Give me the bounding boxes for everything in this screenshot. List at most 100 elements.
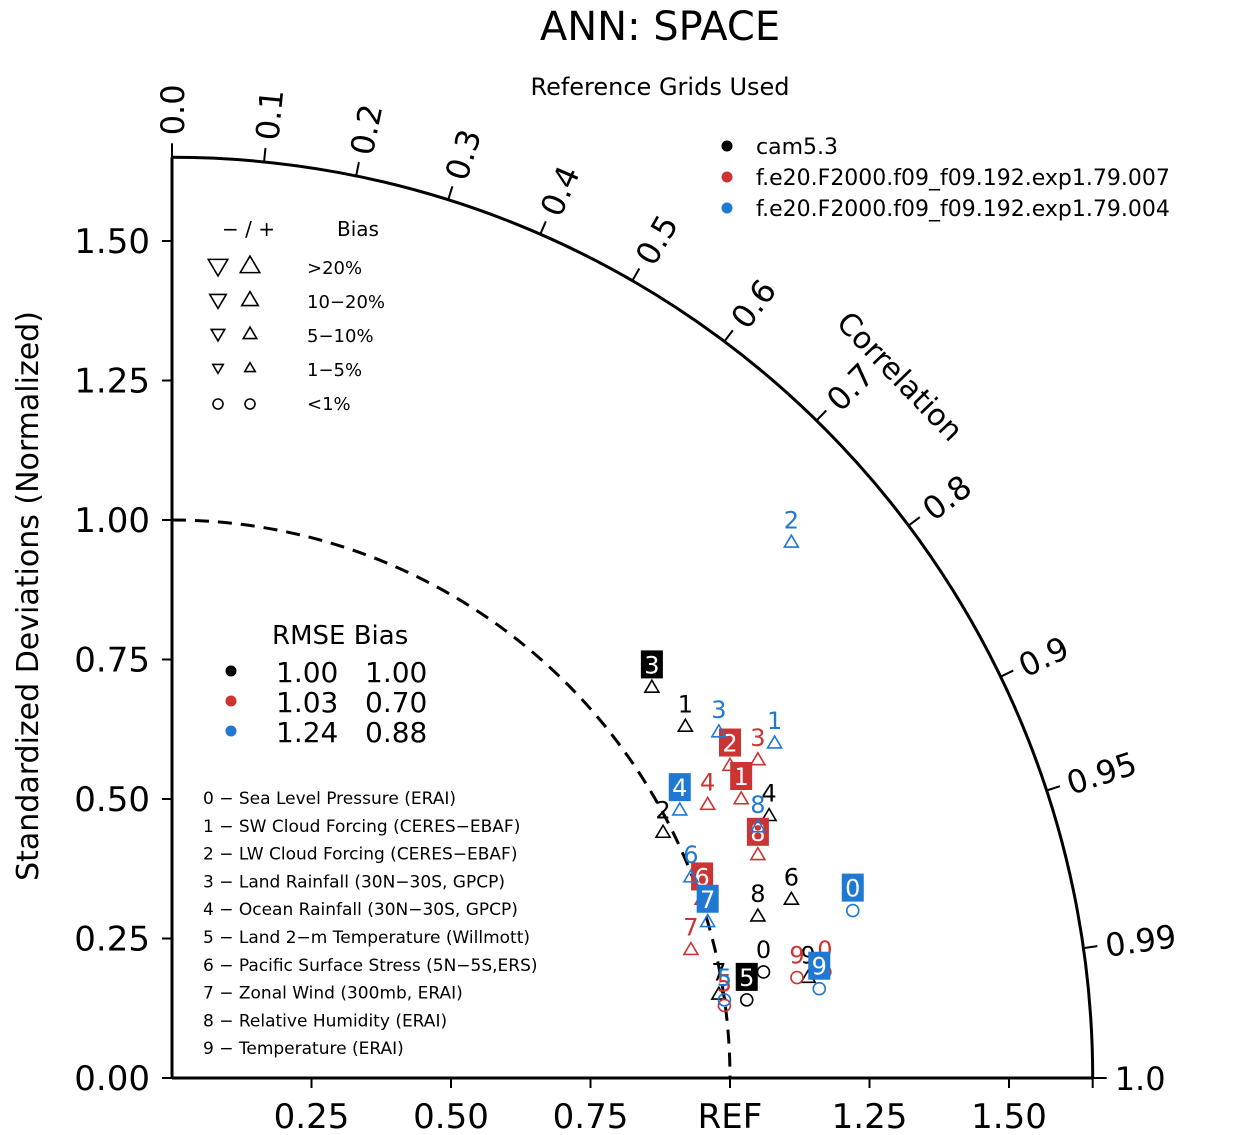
data-point-label: 2 [784,506,799,534]
data-point-triangle-icon [749,818,767,833]
axes: 0.25 0.50 0.75 REF 1.25 1.500.000.250.500.751… [74,84,1178,1135]
correlation-tick-label: 0.5 [628,209,686,272]
data-point: 8 [749,880,767,922]
x-tick-label: 1.50 [971,1097,1047,1135]
data-point-label-box [668,773,691,802]
correlation-tick-label: 0.2 [343,101,390,158]
data-point: 6 [782,863,800,906]
x-tick-label: 0.25 [274,1097,350,1135]
y-tick-label: 1.25 [74,362,150,402]
data-point-triangle-icon [676,717,694,733]
data-point-circle-icon [790,970,804,985]
data-point-label: 6 [694,863,709,891]
data-point: 4 [699,769,717,811]
variable-legend-item: 5 − Land 2−m Temperature (Willmott) [203,928,530,948]
rmse-table-rmse: 1.00 [276,656,338,689]
rmse-table-dot [225,695,237,707]
chart-subtitle: Reference Grids Used [530,73,789,101]
data-point-label: 8 [750,880,765,908]
case-legend-dot [721,140,733,152]
correlation-tick [1000,669,1014,678]
case-legend-label: f.e20.F2000.f09_f09.192.exp1.79.007 [756,166,1170,191]
rmse-table-rmse: 1.24 [276,716,338,749]
data-point-label: 4 [672,774,687,802]
data-point-triangle-icon [682,868,700,883]
correlation-tick-label: 0.95 [1062,744,1142,802]
rmse-table-header: RMSE Bias [272,621,408,651]
data-point-circle-icon [756,965,771,979]
bias-legend-positive-circle-icon [244,398,256,410]
correlation-tick [355,161,360,177]
data-point-label: 5 [717,964,732,992]
variable-legend-item: 7 − Zonal Wind (300mb, ERAI) [203,984,463,1004]
data-point: 3 [749,724,767,766]
variable-legend-item: 9 − Temperature (ERAI) [203,1039,404,1059]
data-point-circle-icon [845,903,860,918]
data-point-triangle-icon [766,734,784,749]
data-point-label: 5 [739,964,754,992]
bias-legend-positive-triangle-icon [240,290,260,307]
data-point-circle-icon [812,981,827,996]
data-point-label-box [841,873,864,902]
correlation-tick-label: 0.6 [723,272,784,336]
data-point: 5 [717,969,732,1013]
variable-legend-item: 1 − SW Cloud Forcing (CERES−EBAF) [203,817,520,837]
variable-legend-item: 0 − Sea Level Pressure (ERAI) [203,789,456,809]
data-point-label: 1 [678,690,693,718]
bias-legend-negative-triangle-icon [209,328,227,343]
bias-legend-label: 10−20% [307,292,385,313]
y-tick-label: 1.50 [74,222,150,262]
rmse-table-dot [225,665,237,677]
bias-legend-positive-triangle-icon [238,254,262,274]
rmse-table-rmse: 1.03 [276,686,338,719]
correlation-tick [907,516,921,527]
data-point: 5 [735,962,758,1007]
bias-legend-bias-header: Bias [337,217,379,241]
bias-legend-negative-triangle-icon [208,293,228,310]
correlation-tick-label: 0.0 [154,84,192,135]
data-point-label-box [640,650,663,679]
x-tick-label: 0.75 [553,1097,629,1135]
bias-legend-label: >20% [307,258,362,279]
data-point: 9 [808,951,831,996]
data-point: 1 [676,690,694,733]
x-tick-label: REF [698,1097,763,1135]
data-point: 6 [682,841,700,883]
variable-legend-item: 2 − LW Cloud Forcing (CERES−EBAF) [203,845,517,865]
data-point: 9 [789,942,805,985]
y-tick-label: 0.75 [74,641,150,681]
correlation-tick-label: 0.8 [915,467,979,528]
data-point-label: 3 [644,651,659,679]
legends: cam5.3 f.e20.F2000.f09_f09.192.exp1.79.00… [203,135,1170,1059]
data-point-label: 7 [700,886,715,914]
bias-legend-label: <1% [307,394,351,415]
rmse-table-bias: 0.70 [365,686,427,719]
correlation-tick-label: 0.9 [1013,629,1075,685]
variable-legend-item: 3 − Land Rainfall (30N−30S, GPCP) [203,872,505,892]
data-point-label-box [691,862,714,891]
data-point-label: 0 [756,936,771,964]
data-point-triangle-icon [749,751,767,766]
y-tick-label: 1.00 [74,501,150,541]
data-point-label-box [696,884,719,913]
data-point-triangle-icon [760,807,778,822]
data-point: 5 [717,964,732,1007]
data-point: 2 [654,796,672,839]
data-point: 1 [730,762,753,805]
data-point-triangle-icon [643,678,661,693]
case-legend-dot [721,171,733,183]
rmse-table-bias: 0.88 [365,716,427,749]
correlation-tick-label: 0.3 [438,125,490,185]
data-point: 2 [782,506,800,548]
data-point-triangle-icon [749,846,767,861]
data-point: 0 [841,873,864,918]
data-point: 4 [668,773,691,816]
data-point-triangle-icon [749,907,767,922]
data-point: 3 [710,696,728,738]
correlation-tick-label: 0.1 [248,88,291,142]
y-tick-label: 0.50 [74,780,150,820]
data-point-triangle-icon [682,940,700,956]
data-point-triangle-icon [699,913,717,928]
